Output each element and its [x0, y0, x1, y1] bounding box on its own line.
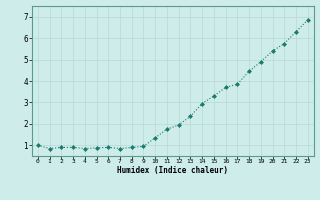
- X-axis label: Humidex (Indice chaleur): Humidex (Indice chaleur): [117, 166, 228, 175]
